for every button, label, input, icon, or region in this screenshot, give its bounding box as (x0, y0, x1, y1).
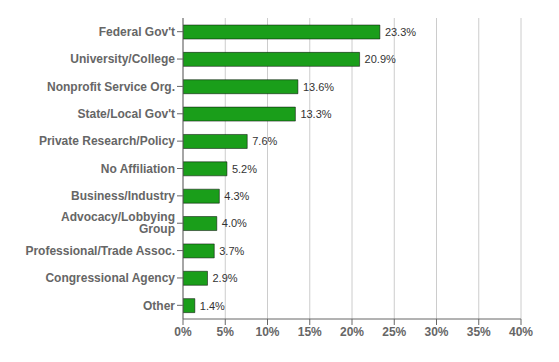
svg-text:Advocacy/LobbyingGroup: Advocacy/LobbyingGroup (61, 210, 175, 236)
svg-text:State/Local Gov't: State/Local Gov't (77, 107, 175, 121)
svg-text:Private Research/Policy: Private Research/Policy (39, 134, 175, 148)
svg-text:13.3%: 13.3% (300, 108, 331, 120)
svg-text:Congressional Agency: Congressional Agency (45, 271, 175, 285)
svg-text:Nonprofit Service Org.: Nonprofit Service Org. (47, 80, 175, 94)
svg-text:1.4%: 1.4% (200, 300, 225, 312)
svg-text:University/College: University/College (70, 52, 175, 66)
svg-text:40%: 40% (509, 325, 533, 339)
svg-text:2.9%: 2.9% (213, 272, 238, 284)
svg-text:7.6%: 7.6% (252, 135, 277, 147)
svg-text:No Affiliation: No Affiliation (101, 162, 175, 176)
svg-text:Federal Gov't: Federal Gov't (99, 25, 175, 39)
svg-text:25%: 25% (382, 325, 406, 339)
svg-text:0%: 0% (174, 325, 192, 339)
svg-text:Professional/Trade Assoc.: Professional/Trade Assoc. (25, 244, 175, 258)
svg-text:30%: 30% (424, 325, 448, 339)
svg-text:Other: Other (143, 299, 175, 313)
svg-text:5%: 5% (217, 325, 235, 339)
svg-text:35%: 35% (467, 325, 491, 339)
svg-text:20%: 20% (340, 325, 364, 339)
svg-text:Business/Industry: Business/Industry (71, 189, 175, 203)
svg-text:3.7%: 3.7% (219, 245, 244, 257)
svg-text:5.2%: 5.2% (232, 163, 257, 175)
svg-text:10%: 10% (255, 325, 279, 339)
svg-text:23.3%: 23.3% (385, 26, 416, 38)
svg-text:4.0%: 4.0% (222, 217, 247, 229)
svg-text:4.3%: 4.3% (224, 190, 249, 202)
svg-text:20.9%: 20.9% (365, 53, 396, 65)
svg-text:13.6%: 13.6% (303, 81, 334, 93)
svg-text:15%: 15% (298, 325, 322, 339)
